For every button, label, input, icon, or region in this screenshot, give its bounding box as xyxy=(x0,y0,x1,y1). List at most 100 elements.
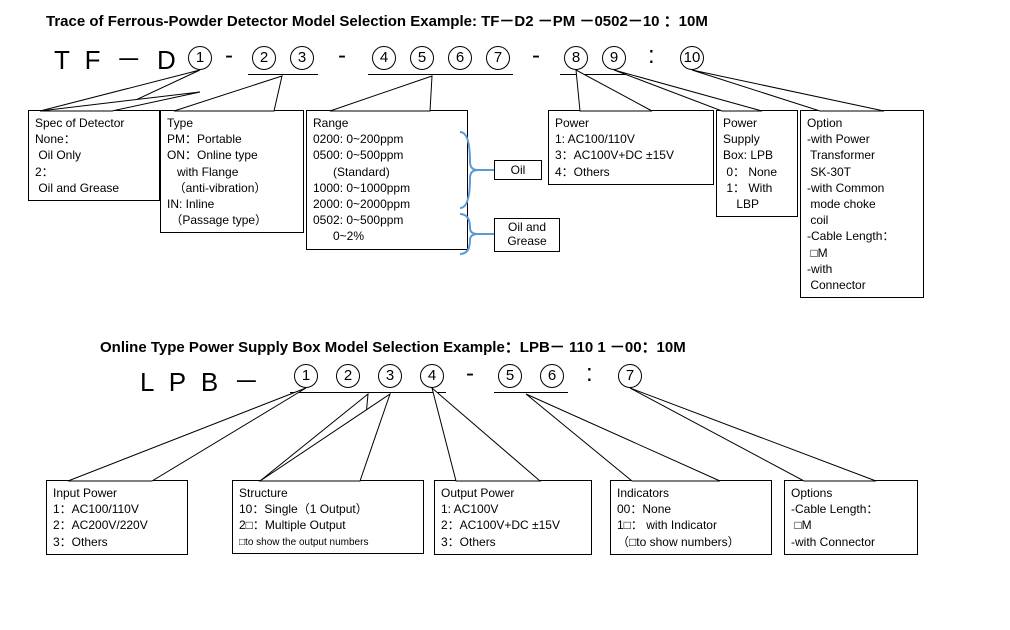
box-line: 1000: 0~1000ppm xyxy=(313,180,461,196)
box-line: 10：Single（1 Output） xyxy=(239,501,417,517)
box-line: 3：AC100V+DC ±15V xyxy=(555,147,707,163)
box-line: Oil Only xyxy=(35,147,153,163)
circled-1: 1 xyxy=(294,364,318,388)
underline xyxy=(368,74,513,75)
box-line: IN: Inline xyxy=(167,196,297,212)
box-line: 1□： with Indicator xyxy=(617,517,765,533)
box-line: 2□：Multiple Output xyxy=(239,517,417,533)
box-structure: Structure10：Single（1 Output）2□：Multiple … xyxy=(232,480,424,554)
separator: - xyxy=(225,42,233,70)
box-line: 00：None xyxy=(617,501,765,517)
box-output-power: Output Power1: AC100V2：AC100V+DC ±15V3：O… xyxy=(434,480,592,555)
box-line: -with Connector xyxy=(791,534,911,550)
label-oil: Oil xyxy=(494,160,542,180)
circled-5: 5 xyxy=(410,46,434,70)
box-line: -with xyxy=(807,261,917,277)
circled-6: 6 xyxy=(448,46,472,70)
box-line: -Cable Length： xyxy=(807,228,917,244)
separator: - xyxy=(466,360,474,388)
separator: : xyxy=(648,42,655,70)
underline xyxy=(560,74,630,75)
box-line: coil xyxy=(807,212,917,228)
box-line: 4：Others xyxy=(555,164,707,180)
circled-9: 9 xyxy=(602,46,626,70)
box-line: -with Power xyxy=(807,131,917,147)
box-line: 2： xyxy=(35,164,153,180)
circled-1: 1 xyxy=(188,46,212,70)
box-line: 2：AC100V+DC ±15V xyxy=(441,517,585,533)
box-line: 0： None xyxy=(723,164,791,180)
box-line: 2000: 0~2000ppm xyxy=(313,196,461,212)
box-line: □M xyxy=(807,245,917,261)
top-title: Trace of Ferrous-Powder Detector Model S… xyxy=(46,10,708,31)
box-line: PM：Portable xyxy=(167,131,297,147)
box-line: 2：AC200V/220V xyxy=(53,517,181,533)
separator: : xyxy=(586,360,593,388)
box-title: Power xyxy=(723,115,791,131)
box-line: Transformer xyxy=(807,147,917,163)
box-line: Connector xyxy=(807,277,917,293)
box-line: 1: AC100/110V xyxy=(555,131,707,147)
box-title: Output Power xyxy=(441,485,585,501)
circled-8: 8 xyxy=(564,46,588,70)
box-title: Option xyxy=(807,115,917,131)
circled-5: 5 xyxy=(498,364,522,388)
box-input-power: Input Power1：AC100/110V2：AC200V/220V3：Ot… xyxy=(46,480,188,555)
box-line: Oil and Grease xyxy=(35,180,153,196)
box-type: TypePM：PortableON：Online type with Flang… xyxy=(160,110,304,233)
label-oil-grease: Oil andGrease xyxy=(494,218,560,252)
box-line: -with Common xyxy=(807,180,917,196)
box-line: SK-30T xyxy=(807,164,917,180)
separator: - xyxy=(532,42,540,70)
box-line: (Standard) xyxy=(313,164,461,180)
box-line: -Cable Length： xyxy=(791,501,911,517)
underline xyxy=(494,392,568,393)
box-line: 3：Others xyxy=(53,534,181,550)
circled-4: 4 xyxy=(420,364,444,388)
box-line: with Flange xyxy=(167,164,297,180)
box-range: Range0200: 0~200ppm0500: 0~500ppm (Stand… xyxy=(306,110,468,250)
box-title: Options xyxy=(791,485,911,501)
box-line: mode choke xyxy=(807,196,917,212)
box-title: Input Power xyxy=(53,485,181,501)
box-line: 0502: 0~500ppm xyxy=(313,212,461,228)
box-option: Option-with Power Transformer SK-30T-wit… xyxy=(800,110,924,298)
top-code-prefix: T F － D xyxy=(54,40,180,77)
box-title: Range xyxy=(313,115,461,131)
circled-3: 3 xyxy=(378,364,402,388)
separator: - xyxy=(338,42,346,70)
circled-6: 6 xyxy=(540,364,564,388)
box-line: 0~2% xyxy=(313,228,461,244)
box-line: ON：Online type xyxy=(167,147,297,163)
box-power: Power1: AC100/110V3：AC100V+DC ±15V4：Othe… xyxy=(548,110,714,185)
box-line: LBP xyxy=(723,196,791,212)
box-footnote: □to show the output numbers xyxy=(239,536,417,550)
circled-2: 2 xyxy=(336,364,360,388)
box-line: （□to show numbers） xyxy=(617,534,765,550)
box-line: Supply xyxy=(723,131,791,147)
box-line: Box: LPB xyxy=(723,147,791,163)
circled-10: 10 xyxy=(680,46,704,70)
box-title: Indicators xyxy=(617,485,765,501)
box-line: 0500: 0~500ppm xyxy=(313,147,461,163)
bottom-title: Online Type Power Supply Box Model Selec… xyxy=(100,336,686,357)
circled-7: 7 xyxy=(618,364,642,388)
box-line: 1： With xyxy=(723,180,791,196)
box-line: 1：AC100/110V xyxy=(53,501,181,517)
box-line: □M xyxy=(791,517,911,533)
underline xyxy=(248,74,318,75)
underline xyxy=(290,392,446,393)
box-options: Options-Cable Length： □M-with Connector xyxy=(784,480,918,555)
circled-2: 2 xyxy=(252,46,276,70)
box-spec-detector: Spec of DetectorNone： Oil Only2： Oil and… xyxy=(28,110,160,201)
box-line: （Passage type） xyxy=(167,212,297,228)
box-title: Structure xyxy=(239,485,417,501)
box-line: 0200: 0~200ppm xyxy=(313,131,461,147)
box-indicators: Indicators00：None1□： with Indicator（□to … xyxy=(610,480,772,555)
box-title: Power xyxy=(555,115,707,131)
circled-7: 7 xyxy=(486,46,510,70)
box-title: Type xyxy=(167,115,297,131)
box-line: 3：Others xyxy=(441,534,585,550)
bottom-code-prefix: L P B － xyxy=(140,362,263,399)
circled-4: 4 xyxy=(372,46,396,70)
